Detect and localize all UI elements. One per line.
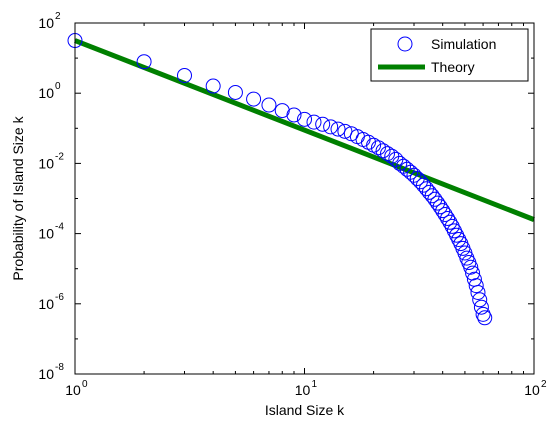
y-tick-label: 10 (38, 85, 54, 101)
y-tick-label: 10 (38, 366, 54, 382)
y-tick-exponent: -8 (55, 362, 64, 373)
simulation-point (437, 207, 453, 223)
simulation-point (370, 140, 386, 156)
simulation-point (380, 146, 396, 162)
simulation-point (323, 119, 339, 135)
simulation-point (473, 299, 489, 315)
y-tick-label: 10 (38, 226, 54, 242)
simulation-point (286, 107, 302, 123)
simulation-point (449, 227, 465, 243)
legend-box (370, 28, 529, 82)
simulation-point (470, 284, 486, 300)
simulation-point (261, 97, 277, 113)
simulation-point (246, 91, 262, 107)
theory-line (74, 38, 535, 222)
simulation-point (136, 54, 152, 70)
legend-simulation-marker (397, 36, 413, 52)
x-tick-label: 10 (295, 382, 311, 398)
x-tick-label: 10 (524, 382, 540, 398)
x-axis-label: Island Size k (265, 402, 345, 418)
theory-layer (74, 38, 535, 222)
simulation-point (463, 259, 479, 275)
y-tick-exponent: 2 (55, 11, 61, 22)
y-tick-exponent: -6 (55, 292, 64, 303)
x-tick-label: 10 (65, 382, 81, 398)
simulation-point (330, 121, 346, 137)
simulation-point (435, 203, 451, 219)
simulation-point (430, 195, 446, 211)
simulation-point (176, 67, 192, 83)
simulation-point (444, 218, 460, 234)
ticks-layer: 10 0 10 1 10 210 210 010 -210 -410 -610 -8 (38, 11, 547, 398)
simulation-point (306, 114, 322, 130)
y-tick-exponent: -2 (55, 151, 64, 162)
legend-theory-label: Theory (431, 59, 475, 75)
y-axis-label: Probability of Island Size k (10, 115, 26, 280)
y-tick-label: 10 (38, 155, 54, 171)
simulation-point (337, 123, 353, 139)
y-tick-exponent: -4 (55, 222, 64, 233)
simulation-point (274, 103, 290, 119)
simulation-point (375, 143, 391, 159)
simulation-point (424, 188, 440, 204)
legend: Simulation Theory (370, 28, 529, 82)
legend-simulation-label: Simulation (431, 36, 496, 52)
simulation-point (427, 191, 443, 207)
simulation-point (472, 292, 488, 308)
simulation-point (442, 214, 458, 230)
x-tick-exponent: 2 (541, 379, 547, 390)
simulation-point (205, 78, 221, 94)
simulation-point (440, 210, 456, 226)
simulation-point (297, 111, 312, 127)
simulation-point (451, 231, 467, 247)
simulation-point (315, 116, 331, 132)
y-tick-label: 10 (38, 296, 54, 312)
y-tick-label: 10 (38, 15, 54, 31)
x-tick-exponent: 1 (312, 379, 318, 390)
simulation-point (227, 84, 243, 100)
simulation-point (432, 199, 448, 215)
y-tick-exponent: 0 (55, 81, 61, 92)
simulation-point (475, 306, 491, 322)
simulation-point (468, 278, 484, 294)
x-tick-exponent: 0 (82, 379, 88, 390)
simulation-point (477, 310, 493, 326)
